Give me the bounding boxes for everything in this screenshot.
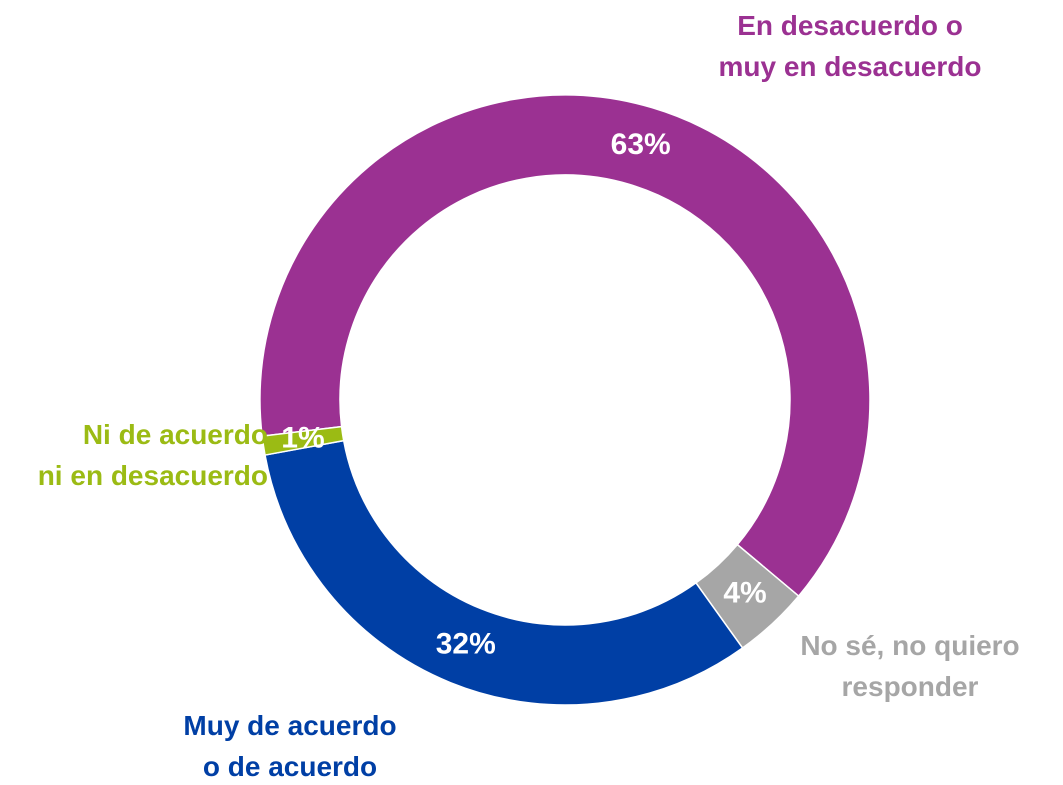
category-label: Ni de acuerdo ni en desacuerdo — [37, 419, 268, 491]
category-label: No sé, no quiero responder — [800, 630, 1020, 702]
value-label: 4% — [723, 576, 766, 609]
value-label: 63% — [611, 128, 671, 161]
category-label: En desacuerdo o muy en desacuerdo — [718, 10, 982, 82]
value-label: 32% — [436, 628, 496, 661]
category-label: Muy de acuerdo o de acuerdo — [183, 710, 397, 782]
donut-slice — [264, 439, 744, 706]
donut-slice — [261, 425, 345, 456]
donut-slice — [259, 94, 871, 598]
value-label: 1% — [281, 422, 324, 455]
